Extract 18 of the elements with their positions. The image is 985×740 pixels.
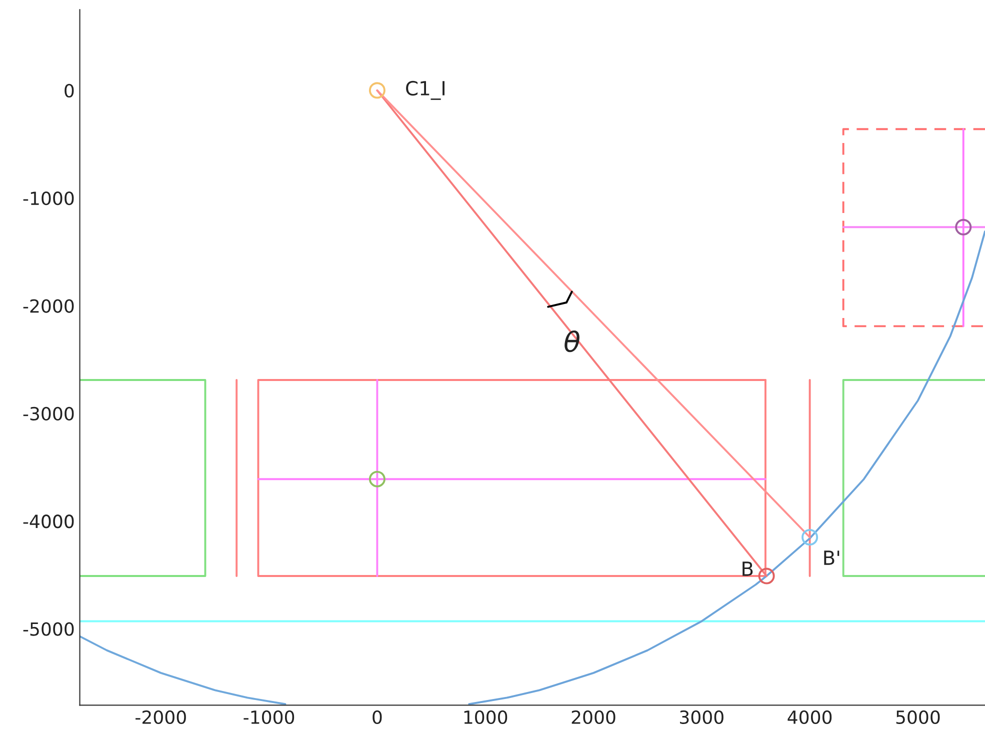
annotation: θ [564,330,580,352]
y-tick-label: -5000 [23,622,74,636]
y-tick-label: 0 [64,84,74,98]
annotation: B' [824,550,840,565]
x-tick-label: 4000 [788,710,832,724]
y-tick-label: -4000 [23,514,74,528]
x-tick-label: -2000 [136,710,186,724]
x-tick-label: 2000 [572,710,616,724]
x-tick-label: 3000 [680,710,724,724]
x-tick-label: 0 [372,710,382,724]
x-tick-label: 5000 [896,710,940,724]
x-tick-label: 1000 [464,710,508,724]
y-tick-label: -3000 [23,406,74,421]
annotation: C1_I [406,80,444,100]
annotation: B [742,562,753,576]
y-tick-label: -2000 [23,299,74,313]
y-tick-label: -1000 [23,192,74,206]
x-tick-label: -1000 [244,710,294,724]
